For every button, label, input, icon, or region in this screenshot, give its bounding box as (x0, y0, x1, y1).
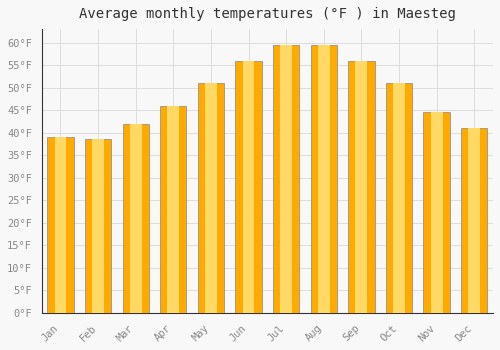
Bar (236, 61, 262, 313)
Bar (48, 137, 74, 313)
Title: Average monthly temperatures (°F ) in Maesteg: Average monthly temperatures (°F ) in Ma… (79, 7, 456, 21)
Bar (198, 83, 224, 313)
Bar (310, 45, 337, 313)
Bar (54, 137, 66, 313)
Bar (318, 45, 330, 313)
Bar (356, 61, 368, 313)
Bar (348, 61, 374, 313)
Bar (273, 45, 299, 313)
Bar (160, 106, 186, 313)
Bar (168, 106, 179, 313)
Bar (130, 124, 141, 313)
Bar (424, 112, 450, 313)
Bar (468, 128, 480, 313)
Bar (430, 112, 442, 313)
Bar (393, 83, 405, 313)
Bar (386, 83, 412, 313)
Bar (85, 140, 112, 313)
Bar (122, 124, 149, 313)
Bar (242, 61, 254, 313)
Bar (92, 140, 104, 313)
Bar (205, 83, 217, 313)
Bar (461, 128, 487, 313)
Bar (280, 45, 292, 313)
